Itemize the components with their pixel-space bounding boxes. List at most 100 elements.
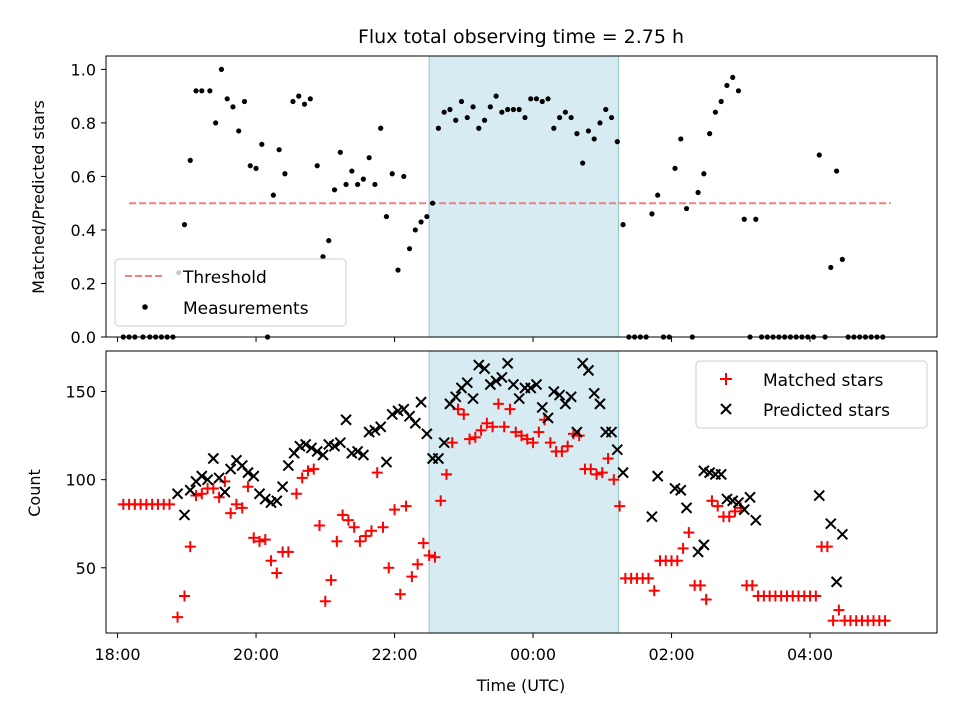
measurements-legend-swatch xyxy=(142,304,148,310)
predicted-star-point xyxy=(213,472,225,484)
matched-star-point xyxy=(265,555,277,567)
predicted-star-point xyxy=(605,426,618,438)
measurement-point xyxy=(828,264,834,271)
measurement-point xyxy=(435,125,441,131)
measurement-point xyxy=(343,181,349,188)
measurement-point xyxy=(447,106,453,113)
predicted-star-point xyxy=(421,428,433,440)
matched-star-point xyxy=(677,542,689,554)
matched-star-point xyxy=(567,428,579,440)
top-y-tick-label: 0.4 xyxy=(71,221,96,240)
measurement-point xyxy=(458,98,465,105)
measurement-point xyxy=(331,187,338,193)
top-x-ticks xyxy=(117,337,811,342)
predicted-star-point xyxy=(588,387,600,400)
measurement-point xyxy=(326,238,332,244)
measurement-point xyxy=(424,213,430,220)
top-y-tick-label: 1.0 xyxy=(71,60,96,79)
predicted-star-point xyxy=(536,401,548,414)
matched-star-point xyxy=(417,537,429,549)
predicted-star-point xyxy=(438,436,450,449)
x-tick-label: 20:00 xyxy=(233,645,279,664)
matched-star-point xyxy=(585,463,597,475)
matched-star-point xyxy=(533,426,545,438)
matched-star-point xyxy=(521,433,533,445)
measurement-point xyxy=(487,104,493,110)
predicted-star-point xyxy=(813,489,825,502)
matched-star-point xyxy=(527,437,539,449)
top-y-tick-label: 0.2 xyxy=(71,274,96,293)
predicted-star-point xyxy=(617,466,629,479)
matched-star-point xyxy=(360,530,372,542)
matched-star-point xyxy=(729,505,741,517)
measurement-point xyxy=(712,109,719,115)
top-panel: 0.0 0.2 0.4 0.6 0.8 1.0 Matched/Predicted sta… xyxy=(29,55,938,347)
matched-star-point xyxy=(810,590,822,602)
measurement-point xyxy=(470,104,476,110)
matched-star-point xyxy=(325,574,337,586)
predicted-star-point xyxy=(571,426,583,438)
bottom-y-axis-label: Count xyxy=(25,469,44,517)
predicted-star-point xyxy=(248,470,260,482)
matched-legend-swatch xyxy=(720,373,732,385)
predicted-star-point xyxy=(744,491,756,503)
predicted-star-point xyxy=(525,382,537,394)
predicted-star-point xyxy=(484,378,497,391)
predicted-star-point xyxy=(305,442,318,454)
measurement-point xyxy=(270,192,276,198)
measurement-point xyxy=(230,104,236,110)
predicted-star-point xyxy=(432,452,445,465)
predicted-star-point xyxy=(415,396,427,408)
measurement-point xyxy=(608,114,615,121)
matched-star-point xyxy=(510,426,522,438)
measurement-point xyxy=(247,163,253,169)
measurements-legend-label: Measurements xyxy=(183,299,309,319)
matched-star-point xyxy=(337,509,349,521)
measurement-point xyxy=(568,114,574,121)
matched-star-point xyxy=(562,440,574,452)
measurement-point xyxy=(701,171,707,177)
matched-stars-points xyxy=(117,398,891,627)
matched-star-point xyxy=(259,534,271,546)
predicted-star-point xyxy=(750,514,762,526)
bottom-x-ticks: 18:00 20:00 22:00 00:00 02:00 04:00 xyxy=(94,633,833,664)
predicted-star-point xyxy=(171,488,184,500)
measurement-point xyxy=(580,160,586,166)
measurement-point xyxy=(556,114,563,121)
measurement-point xyxy=(516,106,522,113)
predicted-star-point xyxy=(830,576,843,588)
bottom-y-tick-label: 50 xyxy=(76,559,96,578)
measurement-point xyxy=(406,246,413,252)
matched-star-point xyxy=(377,521,389,533)
measurement-point xyxy=(259,141,265,147)
matched-star-point xyxy=(225,507,237,519)
matched-star-point xyxy=(365,525,377,537)
matched-star-point xyxy=(591,468,603,480)
measurement-point xyxy=(562,109,568,115)
matched-star-point xyxy=(348,521,360,533)
measurement-point xyxy=(389,171,395,177)
predicted-star-point xyxy=(299,438,312,451)
measurement-point xyxy=(476,125,482,131)
bottom-y-tick-label: 150 xyxy=(65,383,96,402)
predicted-star-point xyxy=(184,484,196,496)
matched-legend-label: Matched stars xyxy=(763,371,883,391)
matched-star-point xyxy=(412,558,424,570)
predicted-star-point xyxy=(282,459,295,472)
matched-star-point xyxy=(556,445,568,457)
measurement-point xyxy=(314,163,320,169)
measurement-point xyxy=(522,114,528,121)
matched-star-point xyxy=(282,546,294,558)
matched-star-point xyxy=(163,498,175,510)
bottom-y-ticks: 50 100 150 xyxy=(65,383,106,578)
measurement-point xyxy=(276,147,282,153)
matched-star-point xyxy=(308,463,320,475)
measurements-points xyxy=(120,66,886,340)
matched-star-point xyxy=(342,514,354,526)
bottom-y-tick-label: 100 xyxy=(65,471,96,490)
matched-star-point xyxy=(746,579,758,591)
matched-star-point xyxy=(694,579,706,591)
measurement-point xyxy=(430,200,436,206)
measurement-point xyxy=(707,131,713,137)
predicted-star-point xyxy=(738,503,750,516)
